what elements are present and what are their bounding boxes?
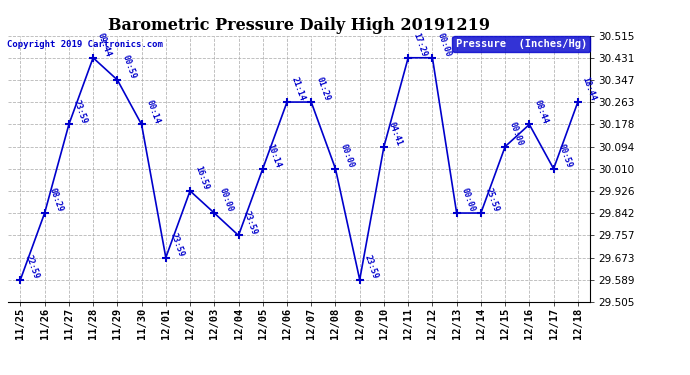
Text: 18:44: 18:44 (581, 76, 598, 102)
Text: 21:14: 21:14 (290, 76, 307, 102)
Legend: Pressure  (Inches/Hg): Pressure (Inches/Hg) (453, 36, 590, 52)
Text: 00:00: 00:00 (217, 187, 234, 213)
Text: 00:00: 00:00 (435, 32, 453, 58)
Text: 00:14: 00:14 (144, 98, 161, 125)
Text: 23:59: 23:59 (72, 98, 89, 125)
Text: 10:14: 10:14 (266, 142, 283, 169)
Text: 04:41: 04:41 (387, 120, 404, 147)
Text: 00:59: 00:59 (557, 142, 573, 169)
Text: 00:59: 00:59 (120, 54, 137, 80)
Text: 23:59: 23:59 (363, 254, 380, 280)
Text: 16:59: 16:59 (193, 165, 210, 191)
Text: 00:00: 00:00 (338, 142, 355, 169)
Text: 01:29: 01:29 (314, 76, 331, 102)
Text: 00:00: 00:00 (508, 120, 525, 147)
Text: 17:29: 17:29 (411, 32, 428, 58)
Text: 22:59: 22:59 (23, 254, 40, 280)
Text: 25:59: 25:59 (484, 187, 501, 213)
Text: 09:44: 09:44 (96, 32, 113, 58)
Text: 08:29: 08:29 (48, 187, 65, 213)
Text: 00:00: 00:00 (460, 187, 477, 213)
Text: Copyright 2019 Cartronics.com: Copyright 2019 Cartronics.com (7, 40, 163, 49)
Title: Barometric Pressure Daily High 20191219: Barometric Pressure Daily High 20191219 (108, 17, 490, 34)
Text: 08:44: 08:44 (532, 98, 549, 125)
Text: 23:59: 23:59 (169, 231, 186, 258)
Text: 23:59: 23:59 (241, 209, 259, 236)
